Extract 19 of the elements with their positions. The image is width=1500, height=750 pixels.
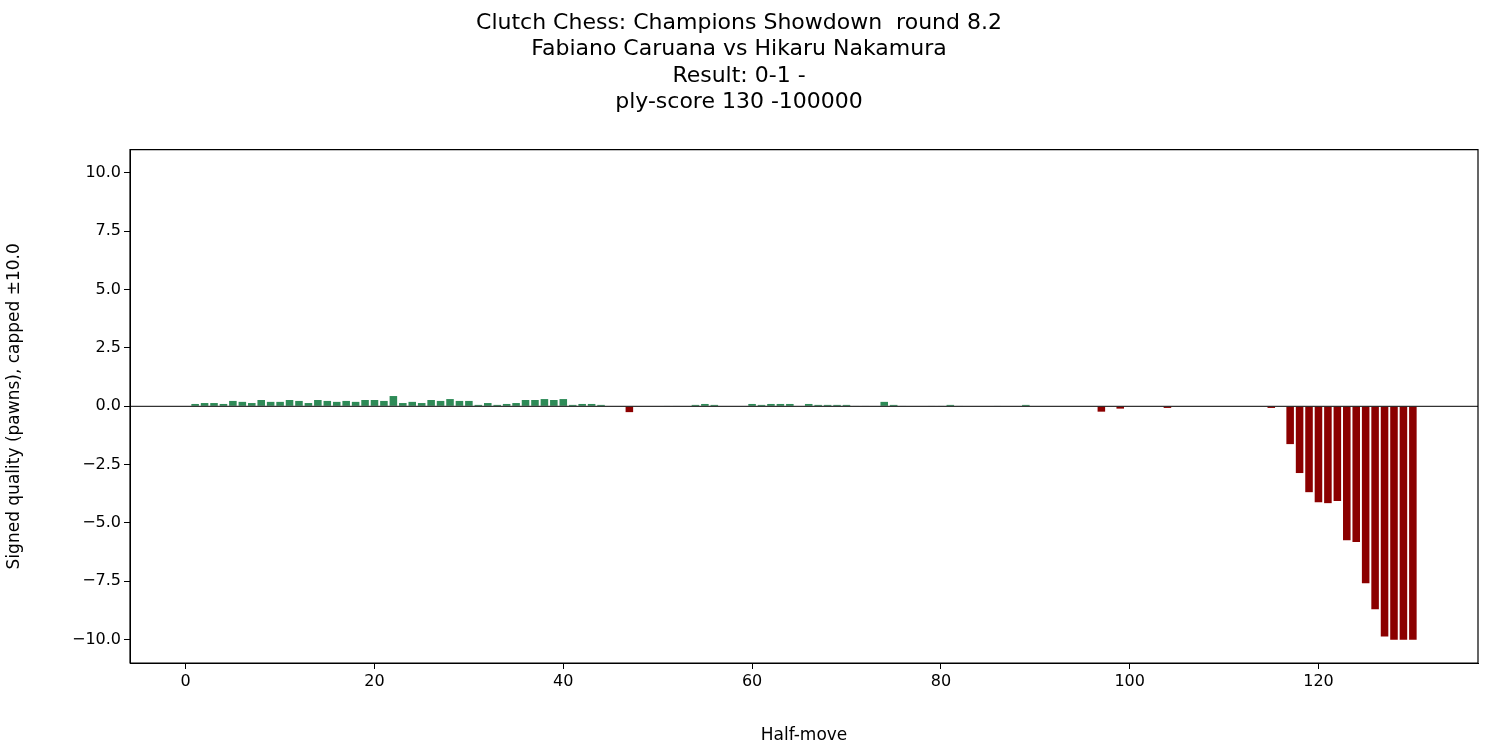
y-tick-label: −5.0	[82, 512, 121, 532]
x-tick-label: 100	[1114, 670, 1145, 690]
y-tick-label: −2.5	[82, 453, 121, 473]
x-tick-label: 60	[741, 670, 763, 690]
y-tick-label: −7.5	[82, 570, 121, 590]
y-tick-label: 7.5	[95, 220, 121, 240]
y-tick-label: −10.0	[71, 628, 121, 648]
y-tick-label: 5.0	[95, 278, 121, 298]
x-tick-label: 120	[1303, 670, 1334, 690]
x-axis-title: Half-move	[760, 724, 848, 745]
y-tick-label: 2.5	[95, 337, 121, 357]
x-tick-label: 80	[930, 670, 952, 690]
y-axis-title: Signed quality (pawns), capped ±10.0	[2, 243, 23, 570]
y-tick-label: 10.0	[85, 162, 121, 182]
x-tick-label: 40	[553, 670, 574, 690]
y-tick-label: 0.0	[95, 395, 121, 415]
chart-title: Clutch Chess: Champions Showdown round 8.2 Fabiano Caruana vs Hikaru Nakamura Result: 0-1 - ply-score 130 -100000	[476, 8, 1002, 114]
x-tick-label: 20	[364, 670, 385, 690]
x-tick-label: 0	[180, 670, 191, 690]
